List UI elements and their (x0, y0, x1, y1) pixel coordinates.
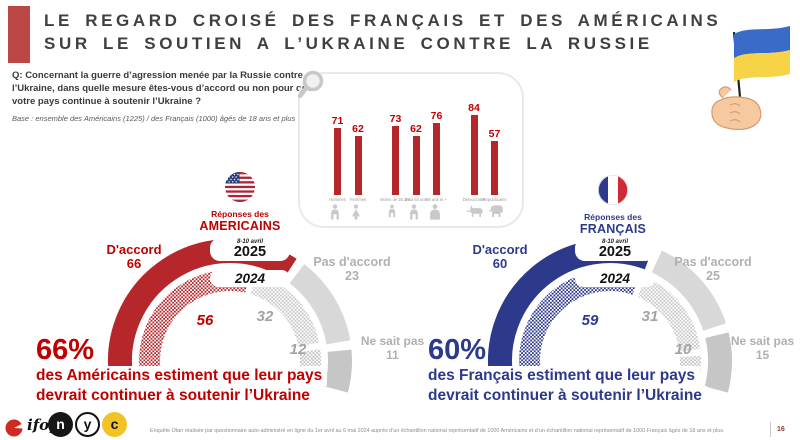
bar-category-label: Femmes (349, 197, 367, 202)
magnifier-icon (295, 68, 327, 107)
bar-category-label: 35 à 64 ans (405, 197, 427, 202)
us-gauge-header: Réponses des AMERICAINS (192, 172, 288, 233)
us-big-percent: 66% (36, 334, 95, 366)
page-number-divider (770, 422, 771, 437)
bar-category-label: Républicains (482, 197, 507, 202)
us-wave-2025-label: 8-10 avril 2025 (210, 238, 290, 261)
bar (354, 136, 362, 195)
fr-prev-dk-value: 10 (674, 341, 692, 358)
bar-value: 71 (331, 114, 344, 127)
us-prev-agree-value: 56 (196, 312, 214, 329)
fr-wave-date: 8-10 avril (601, 239, 629, 245)
page-title-line1: LE REGARD CROISÉ DES FRANÇAIS ET DES AMÉ… (44, 11, 722, 30)
us-prev-disagree-value: 32 (256, 308, 274, 325)
man-icon (329, 204, 341, 225)
bar (392, 125, 399, 195)
bar-category-label: Démocrates (462, 197, 486, 202)
fr-dk-value: 15 (755, 348, 770, 362)
fr-responses-prefix: Réponses des (584, 212, 642, 222)
logo-c-circle: c (102, 412, 127, 437)
democrat-donkey-icon (466, 204, 485, 223)
bar-value: 73 (389, 112, 402, 125)
us-disagree-value: 23 (345, 269, 359, 283)
fr-agree-label: D'accord 60 (440, 243, 560, 271)
bar-value: 57 (488, 127, 501, 140)
logo-y-circle: y (75, 412, 100, 437)
question-block: Q: Concernant la guerre d’agression mené… (12, 69, 320, 125)
us-flag-icon (225, 172, 255, 202)
us-prev-dk-value: 12 (289, 341, 307, 358)
fr-agree-value: 60 (492, 256, 508, 271)
fr-wave-2024-label: 2024 (575, 270, 655, 287)
fr-statement-line1: des Français estiment que leur pays (428, 366, 701, 386)
fr-gauge-header: Réponses des FRANÇAIS (565, 174, 661, 236)
bar (491, 140, 498, 195)
bar-value: 84 (468, 102, 480, 115)
senior-person-icon (428, 204, 442, 225)
logo-n-circle: n (48, 412, 73, 437)
bar-category-label: 65 ans et + (426, 197, 447, 202)
base-text: Base : ensemble des Américains (1225) / … (12, 114, 296, 123)
us-dk-value: 11 (386, 348, 399, 362)
fr-dk-label: Ne sait pas 15 (715, 334, 800, 362)
us-responses-prefix: Réponses des (211, 209, 269, 219)
us-group-label: AMERICAINS (199, 219, 281, 233)
bar-value: 62 (352, 123, 364, 136)
fr-statement-line2: devrait continuer à soutenir l’Ukraine (428, 385, 707, 405)
page-title: LE REGARD CROISÉ DES FRANÇAIS ET DES AMÉ… (44, 9, 721, 55)
page-title-line2: SUR LE SOUTIEN A L’UKRAINE CONTRE LA RUS… (44, 34, 653, 53)
us-agree-value: 66 (126, 256, 142, 271)
adult-person-icon (408, 204, 420, 225)
title-accent-bar (8, 6, 30, 63)
us-wave-date: 8-10 avril (236, 239, 264, 245)
us-wave-2024-label: 2024 (210, 270, 290, 287)
us-dk-label: Ne sait pas 11 (340, 334, 430, 362)
fr-flag-icon (597, 174, 629, 206)
woman-icon (350, 204, 362, 225)
us-statement-line2: devrait continuer à soutenir l’Ukraine (36, 385, 315, 405)
us-statement: 66% des Américains estiment que leur pay… (36, 334, 328, 405)
fr-gauge: D'accord 60 Pas d'accord 25 Ne sait pas … (415, 228, 800, 406)
young-person-icon (387, 204, 397, 223)
bar-category-label: Moins de 35 ans (380, 197, 411, 202)
fr-disagree-value: 25 (706, 269, 720, 283)
fr-statement: 60% des Français estiment que leur pays … (428, 335, 707, 405)
ifop-dot-icon (5, 419, 23, 440)
bar-value: 76 (430, 109, 443, 122)
bar-value: 62 (410, 123, 422, 136)
question-text: Q: Concernant la guerre d’agression mené… (12, 70, 313, 107)
profile-bars: 71 Hommes 62 Femmes 73 Moins de 35 ans 62 35 à … (300, 74, 522, 226)
bar (433, 122, 440, 195)
profile-bar-panel: 71 Hommes 62 Femmes 73 Moins de 35 ans 62 35 à … (298, 72, 524, 228)
fr-disagree-label: Pas d'accord 25 (653, 255, 773, 283)
page-number: 16 (777, 426, 785, 433)
us-agree-label: D'accord 66 (74, 243, 194, 271)
fr-wave-year: 2025 (598, 244, 632, 260)
fr-prev-disagree-value: 31 (641, 308, 659, 325)
us-statement-line1: des Américains estiment que leur pays (36, 366, 328, 386)
us-disagree-label: Pas d'accord 23 (292, 255, 412, 283)
source-note: Enquête Otan réalisée par questionnaire … (150, 428, 725, 434)
bar-category-label: Hommes (329, 197, 346, 202)
republican-elephant-icon (486, 204, 505, 223)
fr-wave-2025-label: 8-10 avril 2025 (575, 238, 655, 261)
fr-prev-agree-value: 59 (581, 312, 599, 329)
fr-big-percent: 60% (428, 334, 487, 366)
bar (412, 136, 420, 195)
fr-group-label: FRANÇAIS (579, 222, 647, 236)
ukraine-flag-hand-icon (693, 8, 793, 135)
bar (334, 127, 341, 195)
us-wave-year: 2025 (233, 244, 267, 260)
bar (470, 115, 478, 195)
us-gauge: D'accord 66 Pas d'accord 23 Ne sait pas … (30, 228, 430, 406)
